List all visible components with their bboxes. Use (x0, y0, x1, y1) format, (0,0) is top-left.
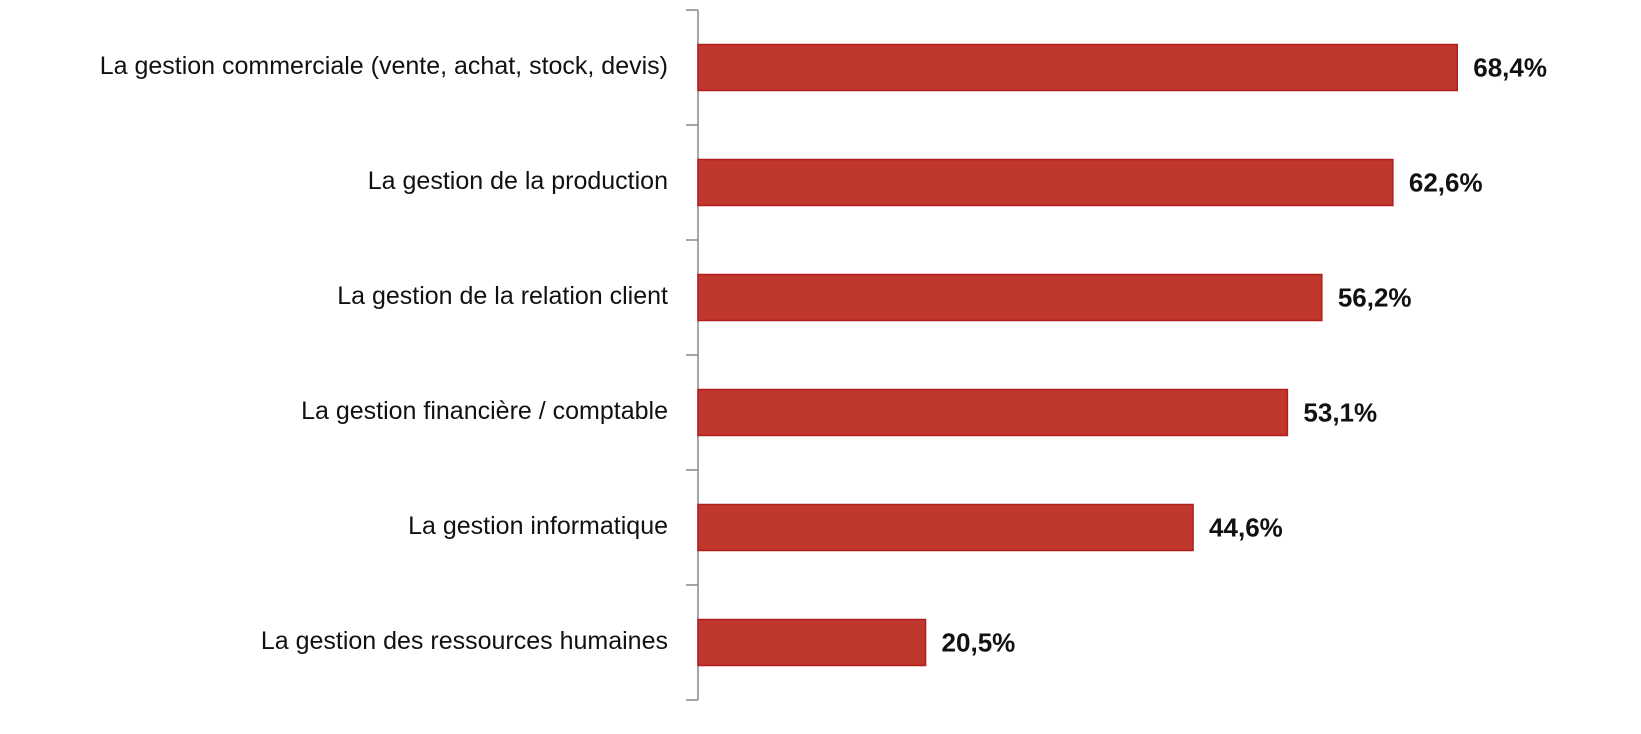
category-label: La gestion de la relation client (337, 282, 668, 310)
value-label: 62,6% (1409, 167, 1483, 197)
category-label: La gestion des ressources humaines (261, 627, 668, 655)
bar (697, 388, 1289, 437)
bar (697, 158, 1394, 207)
value-label: 20,5% (942, 627, 1016, 657)
category-label: La gestion commerciale (vente, achat, st… (100, 52, 668, 80)
bar (697, 618, 927, 667)
value-label: 44,6% (1209, 512, 1283, 542)
value-label: 56,2% (1338, 282, 1412, 312)
category-label: La gestion de la production (368, 167, 668, 195)
bar (697, 43, 1458, 92)
category-label: La gestion informatique (408, 512, 668, 540)
bar (697, 503, 1194, 552)
category-label: La gestion financière / comptable (301, 397, 668, 425)
value-label: 53,1% (1303, 397, 1377, 427)
value-label: 68,4% (1473, 52, 1547, 82)
bar (697, 273, 1323, 322)
